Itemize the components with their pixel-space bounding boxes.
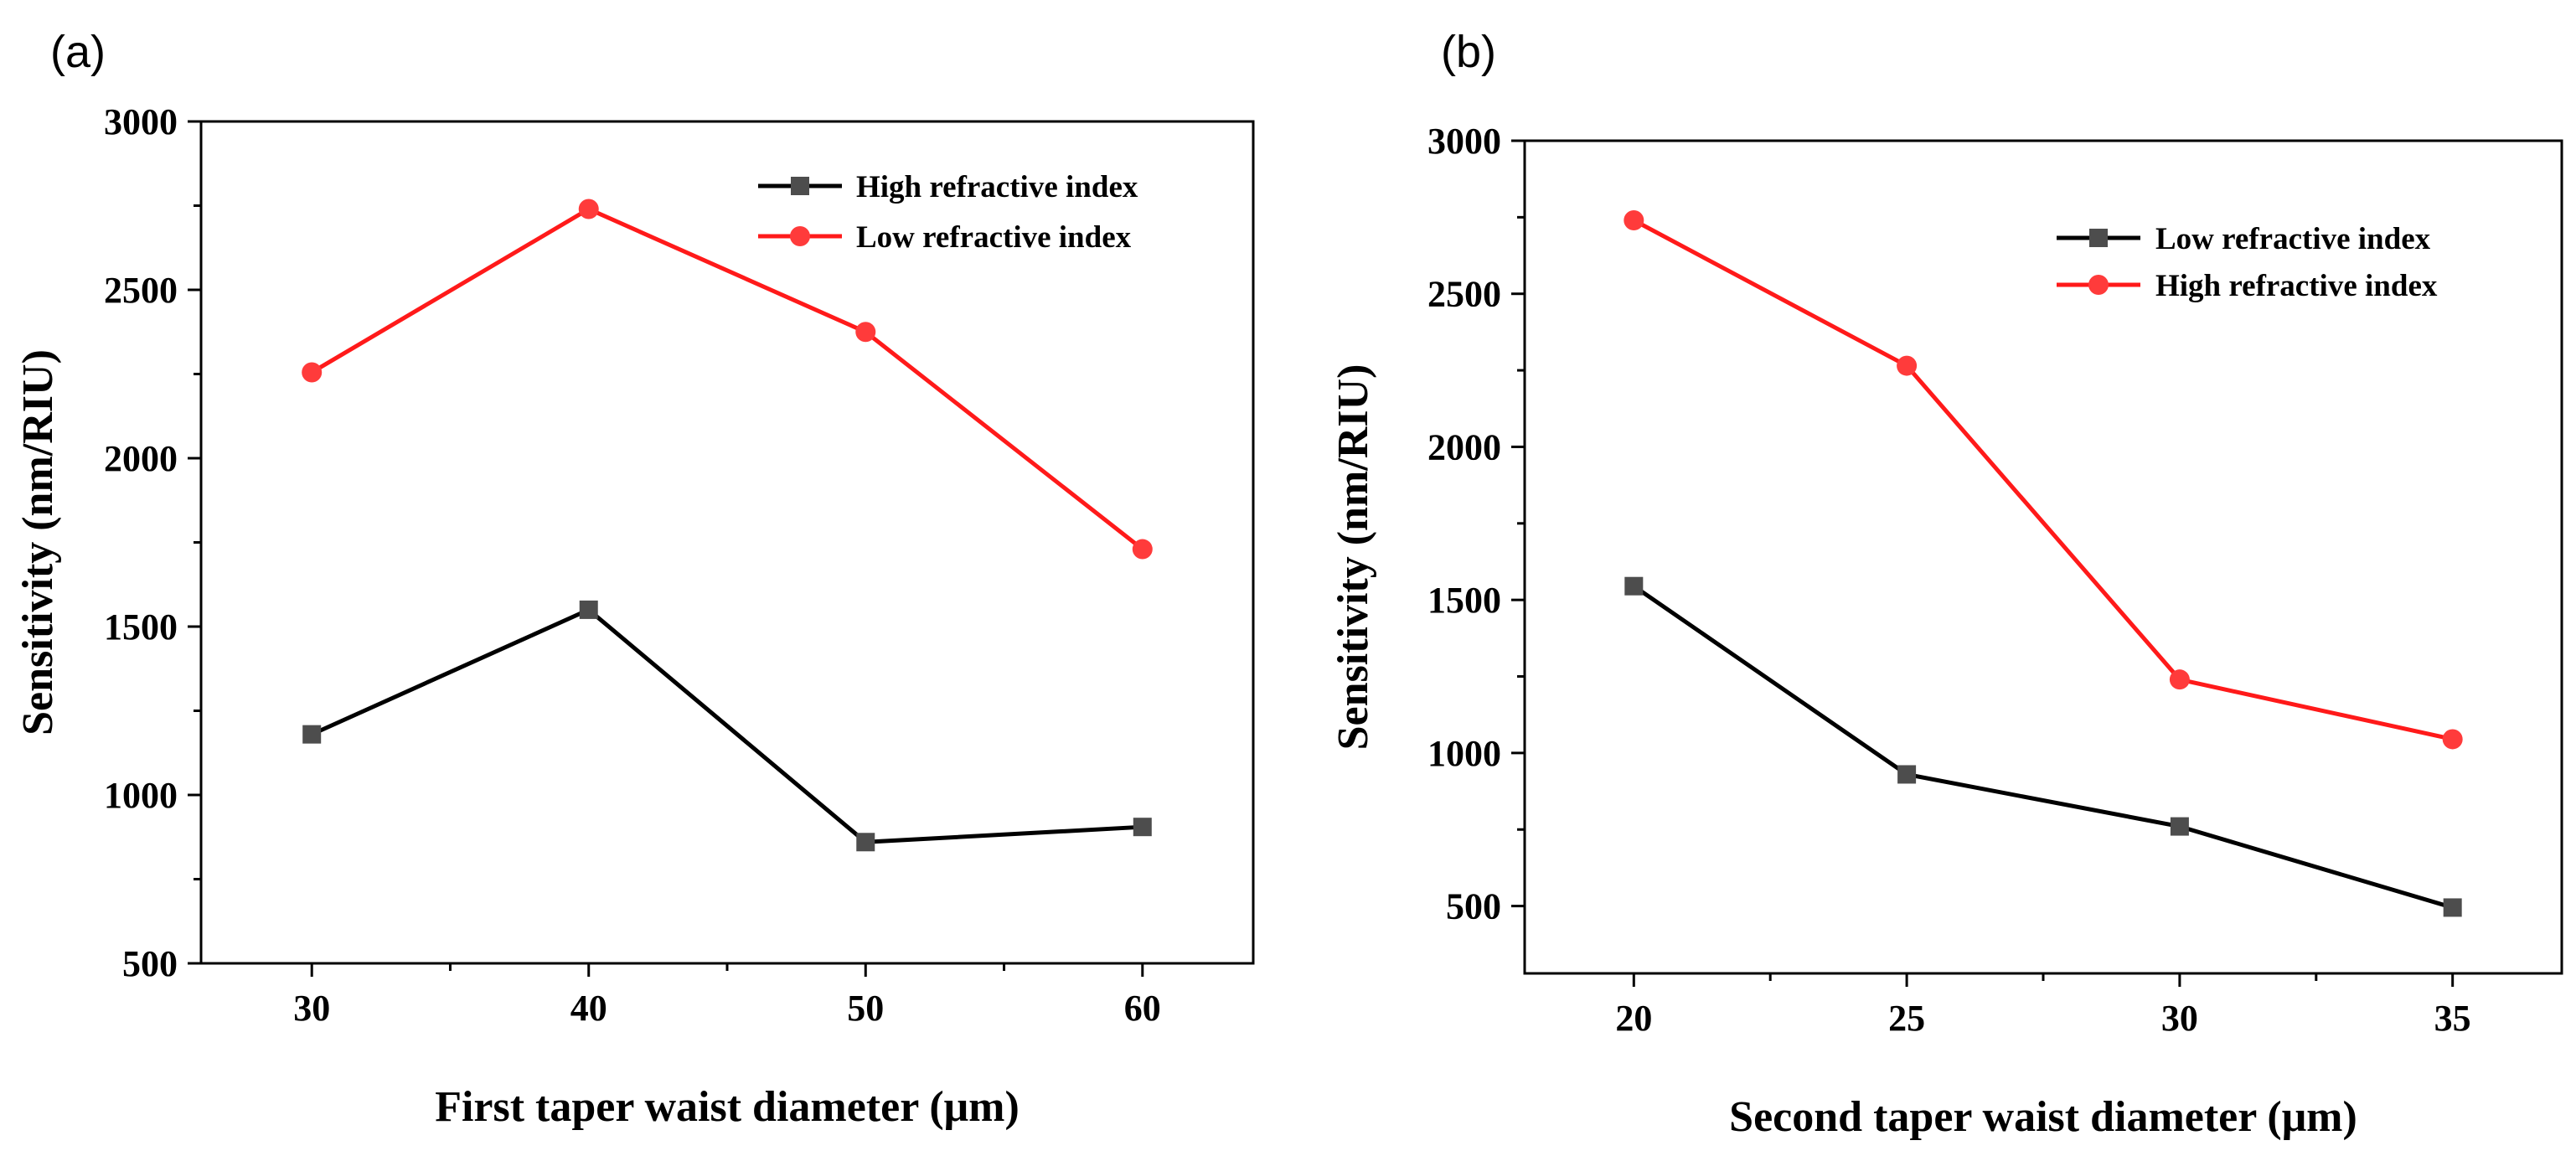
data-point-circle: [578, 199, 599, 219]
data-point-square: [2443, 898, 2462, 917]
legend-label: High refractive index: [856, 170, 1138, 204]
x-tick-label: 50: [847, 988, 884, 1029]
data-point-square: [302, 725, 322, 744]
y-tick-label: 500: [1446, 886, 1501, 927]
data-point-square: [1897, 765, 1917, 784]
y-tick-label: 1000: [104, 775, 178, 816]
series-line-1: [1632, 584, 2454, 910]
x-tick-label: 40: [570, 988, 607, 1029]
series-line-2: [1633, 218, 2454, 741]
plot-frame: [1523, 139, 2563, 975]
y-axis-title: Sensitivity (nm/RIU): [14, 349, 62, 735]
y-tick-label: 2000: [1427, 426, 1501, 467]
legend-label: Low refractive index: [856, 220, 1132, 255]
data-point-square: [2170, 817, 2189, 836]
data-point-circle: [1624, 210, 1644, 231]
y-tick-label: 1500: [1427, 580, 1501, 621]
data-point-square: [579, 600, 598, 619]
panel-a: (a) 500 1000 1500 2000 2500 3000 30 40 50 60 Sensit…: [14, 27, 1255, 1131]
series-line-2: [310, 207, 1144, 551]
y-tick-label: 3000: [1427, 121, 1501, 162]
data-point-circle: [302, 362, 323, 383]
series-line-1: [311, 607, 1143, 844]
data-point-circle: [2169, 669, 2190, 690]
x-tick-label: 25: [1888, 998, 1925, 1039]
y-tick-label: 2500: [104, 270, 178, 311]
y-axis-title: Sensitivity (nm/RIU): [1329, 364, 1377, 751]
x-axis-title: Second taper waist diameter (μm): [1729, 1093, 2357, 1141]
legend-marker-circle: [790, 226, 810, 246]
legend-label: High refractive index: [2155, 269, 2438, 303]
x-tick-label: 30: [293, 988, 330, 1029]
data-point-circle: [855, 322, 876, 343]
panel-b: (b) 500 1000 1500 2000 2500 3000 20 25 30 35 Sensit…: [1329, 27, 2563, 1141]
panel-label: (b): [1441, 27, 1496, 77]
x-tick-label: 35: [2434, 998, 2471, 1039]
x-tick-label: 60: [1124, 988, 1161, 1029]
y-tick-label: 1500: [104, 606, 178, 648]
data-point-circle: [1132, 539, 1153, 560]
x-tick-label: 20: [1615, 998, 1652, 1039]
y-tick-label: 1000: [1427, 733, 1501, 774]
legend-marker-circle: [2088, 275, 2109, 295]
x-axis-title: First taper waist diameter (μm): [435, 1083, 1020, 1131]
y-tick-label: 500: [122, 943, 178, 984]
y-tick-label: 3000: [104, 101, 178, 142]
y-tick-label: 2000: [104, 438, 178, 479]
legend-label: Low refractive index: [2155, 222, 2431, 256]
legend-marker-square: [2089, 229, 2108, 247]
data-point-circle: [1897, 355, 1918, 376]
data-point-square: [856, 833, 875, 852]
data-point-circle: [2442, 729, 2463, 750]
panel-label: (a): [50, 27, 106, 77]
data-point-square: [1133, 818, 1152, 837]
data-point-square: [1624, 576, 1644, 596]
x-tick-label: 30: [2161, 998, 2198, 1039]
y-tick-label: 2500: [1427, 274, 1501, 315]
legend-marker-square: [791, 177, 809, 195]
